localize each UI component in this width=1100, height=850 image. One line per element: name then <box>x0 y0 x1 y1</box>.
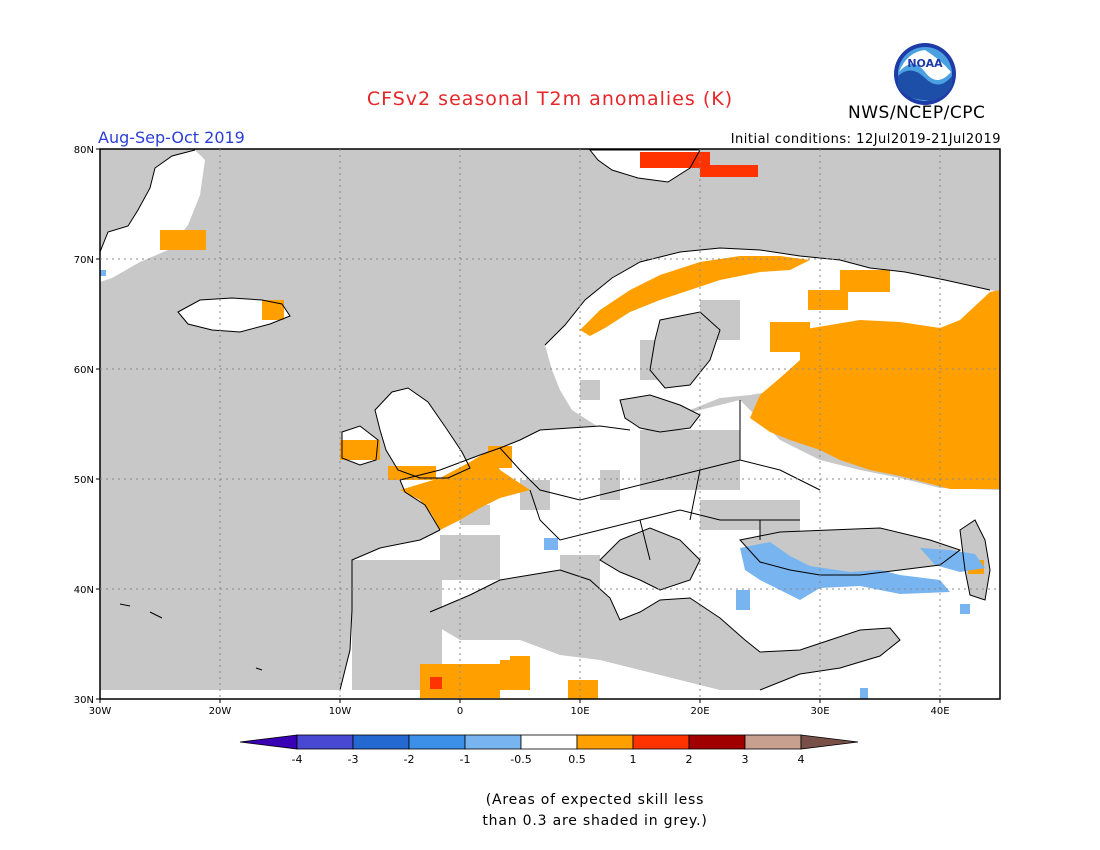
legend-tick-label: -1 <box>460 753 471 766</box>
lon-tick-label: 30E <box>810 706 829 717</box>
legend-tick-label: 1 <box>630 753 637 766</box>
legend-tick-label: 2 <box>686 753 693 766</box>
cool-anomaly-regions <box>100 270 985 699</box>
lat-tick-label: 40N <box>74 585 94 596</box>
lon-tick-label: 40E <box>930 706 949 717</box>
legend-tick-label: -2 <box>404 753 415 766</box>
legend-swatch <box>296 734 354 750</box>
legend-arrow-right <box>800 734 859 750</box>
legend-swatch <box>352 734 410 750</box>
legend-tick-label: -3 <box>348 753 359 766</box>
lat-tick-label: 60N <box>74 365 94 376</box>
footnote-line2: than 0.3 are shaded in grey.) <box>482 813 708 829</box>
lat-tick-label: 80N <box>74 145 94 156</box>
legend-tick-label: -4 <box>292 753 303 766</box>
legend-swatch <box>520 734 578 750</box>
graticule <box>100 149 1000 699</box>
legend-tick-label: 4 <box>798 753 805 766</box>
initial-conditions: Initial conditions: 12Jul2019-21Jul2019 <box>730 132 1001 147</box>
legend-tick-label: 3 <box>742 753 749 766</box>
footnote: (Areas of expected skill less than 0.3 a… <box>0 790 1100 832</box>
coastlines <box>100 149 991 691</box>
legend-swatch <box>744 734 802 750</box>
legend-tick-label: 0.5 <box>568 753 586 766</box>
lon-tick-label: 10E <box>570 706 589 717</box>
forecast-period: Aug-Sep-Oct 2019 <box>98 128 245 147</box>
footnote-line1: (Areas of expected skill less <box>485 792 705 808</box>
lon-tick-label: 20W <box>209 706 232 717</box>
map-field <box>100 149 1000 699</box>
noaa-logo: NOAA <box>894 43 956 105</box>
lon-tick-label: 30W <box>89 706 112 717</box>
color-legend: -4 -3 -2 -1 -0.5 0.5 1 2 3 4 <box>239 734 859 766</box>
legend-swatch <box>632 734 690 750</box>
lat-tick-label: 30N <box>74 695 94 706</box>
axis-ticks: 30W 20W 10W 0 10E 20E 30E 40E 80N 70N 60N 50N 40N 30N <box>74 145 950 717</box>
map-frame <box>99 148 1001 700</box>
lon-tick-label: 10W <box>329 706 352 717</box>
legend-swatch <box>688 734 746 750</box>
lon-tick-label: 20E <box>690 706 709 717</box>
legend-tick-label: -0.5 <box>510 753 531 766</box>
lat-tick-label: 50N <box>74 475 94 486</box>
legend-swatch <box>464 734 522 750</box>
agency-label: NWS/NCEP/CPC <box>848 103 986 123</box>
chart-title: CFSv2 seasonal T2m anomalies (K) <box>366 88 734 110</box>
warm-anomaly-regions <box>160 230 1000 699</box>
legend-swatch <box>576 734 634 750</box>
noaa-logo-text: NOAA <box>907 57 943 70</box>
legend-arrow-left <box>239 734 298 750</box>
legend-swatch <box>408 734 466 750</box>
lat-tick-label: 70N <box>74 255 94 266</box>
lon-tick-label: 0 <box>457 706 463 717</box>
